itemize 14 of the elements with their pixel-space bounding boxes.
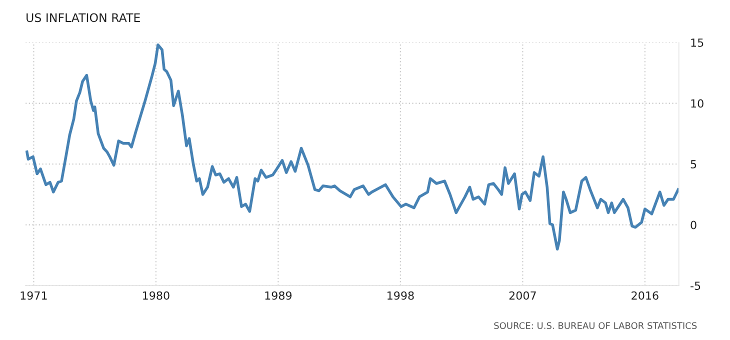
chart-title: US INFLATION RATE xyxy=(26,13,140,22)
y-tick-label: 0 xyxy=(690,220,696,230)
y-tick-label: -5 xyxy=(690,282,700,290)
source-note: SOURCE: U.S. BUREAU OF LABOR STATISTICS xyxy=(494,322,697,330)
x-tick-label: 1980 xyxy=(143,291,170,300)
y-tick-label: 10 xyxy=(691,99,704,108)
x-tick-label: 1998 xyxy=(388,291,414,300)
y-tick-label: 5 xyxy=(690,160,696,168)
x-tick-label: 2007 xyxy=(509,291,536,300)
y-tick-label: 15 xyxy=(691,38,704,47)
x-tick-label: 2016 xyxy=(632,291,658,300)
x-tick-label: 1971 xyxy=(20,291,47,300)
line-series xyxy=(26,44,679,251)
x-tick-label: 1989 xyxy=(265,291,292,300)
